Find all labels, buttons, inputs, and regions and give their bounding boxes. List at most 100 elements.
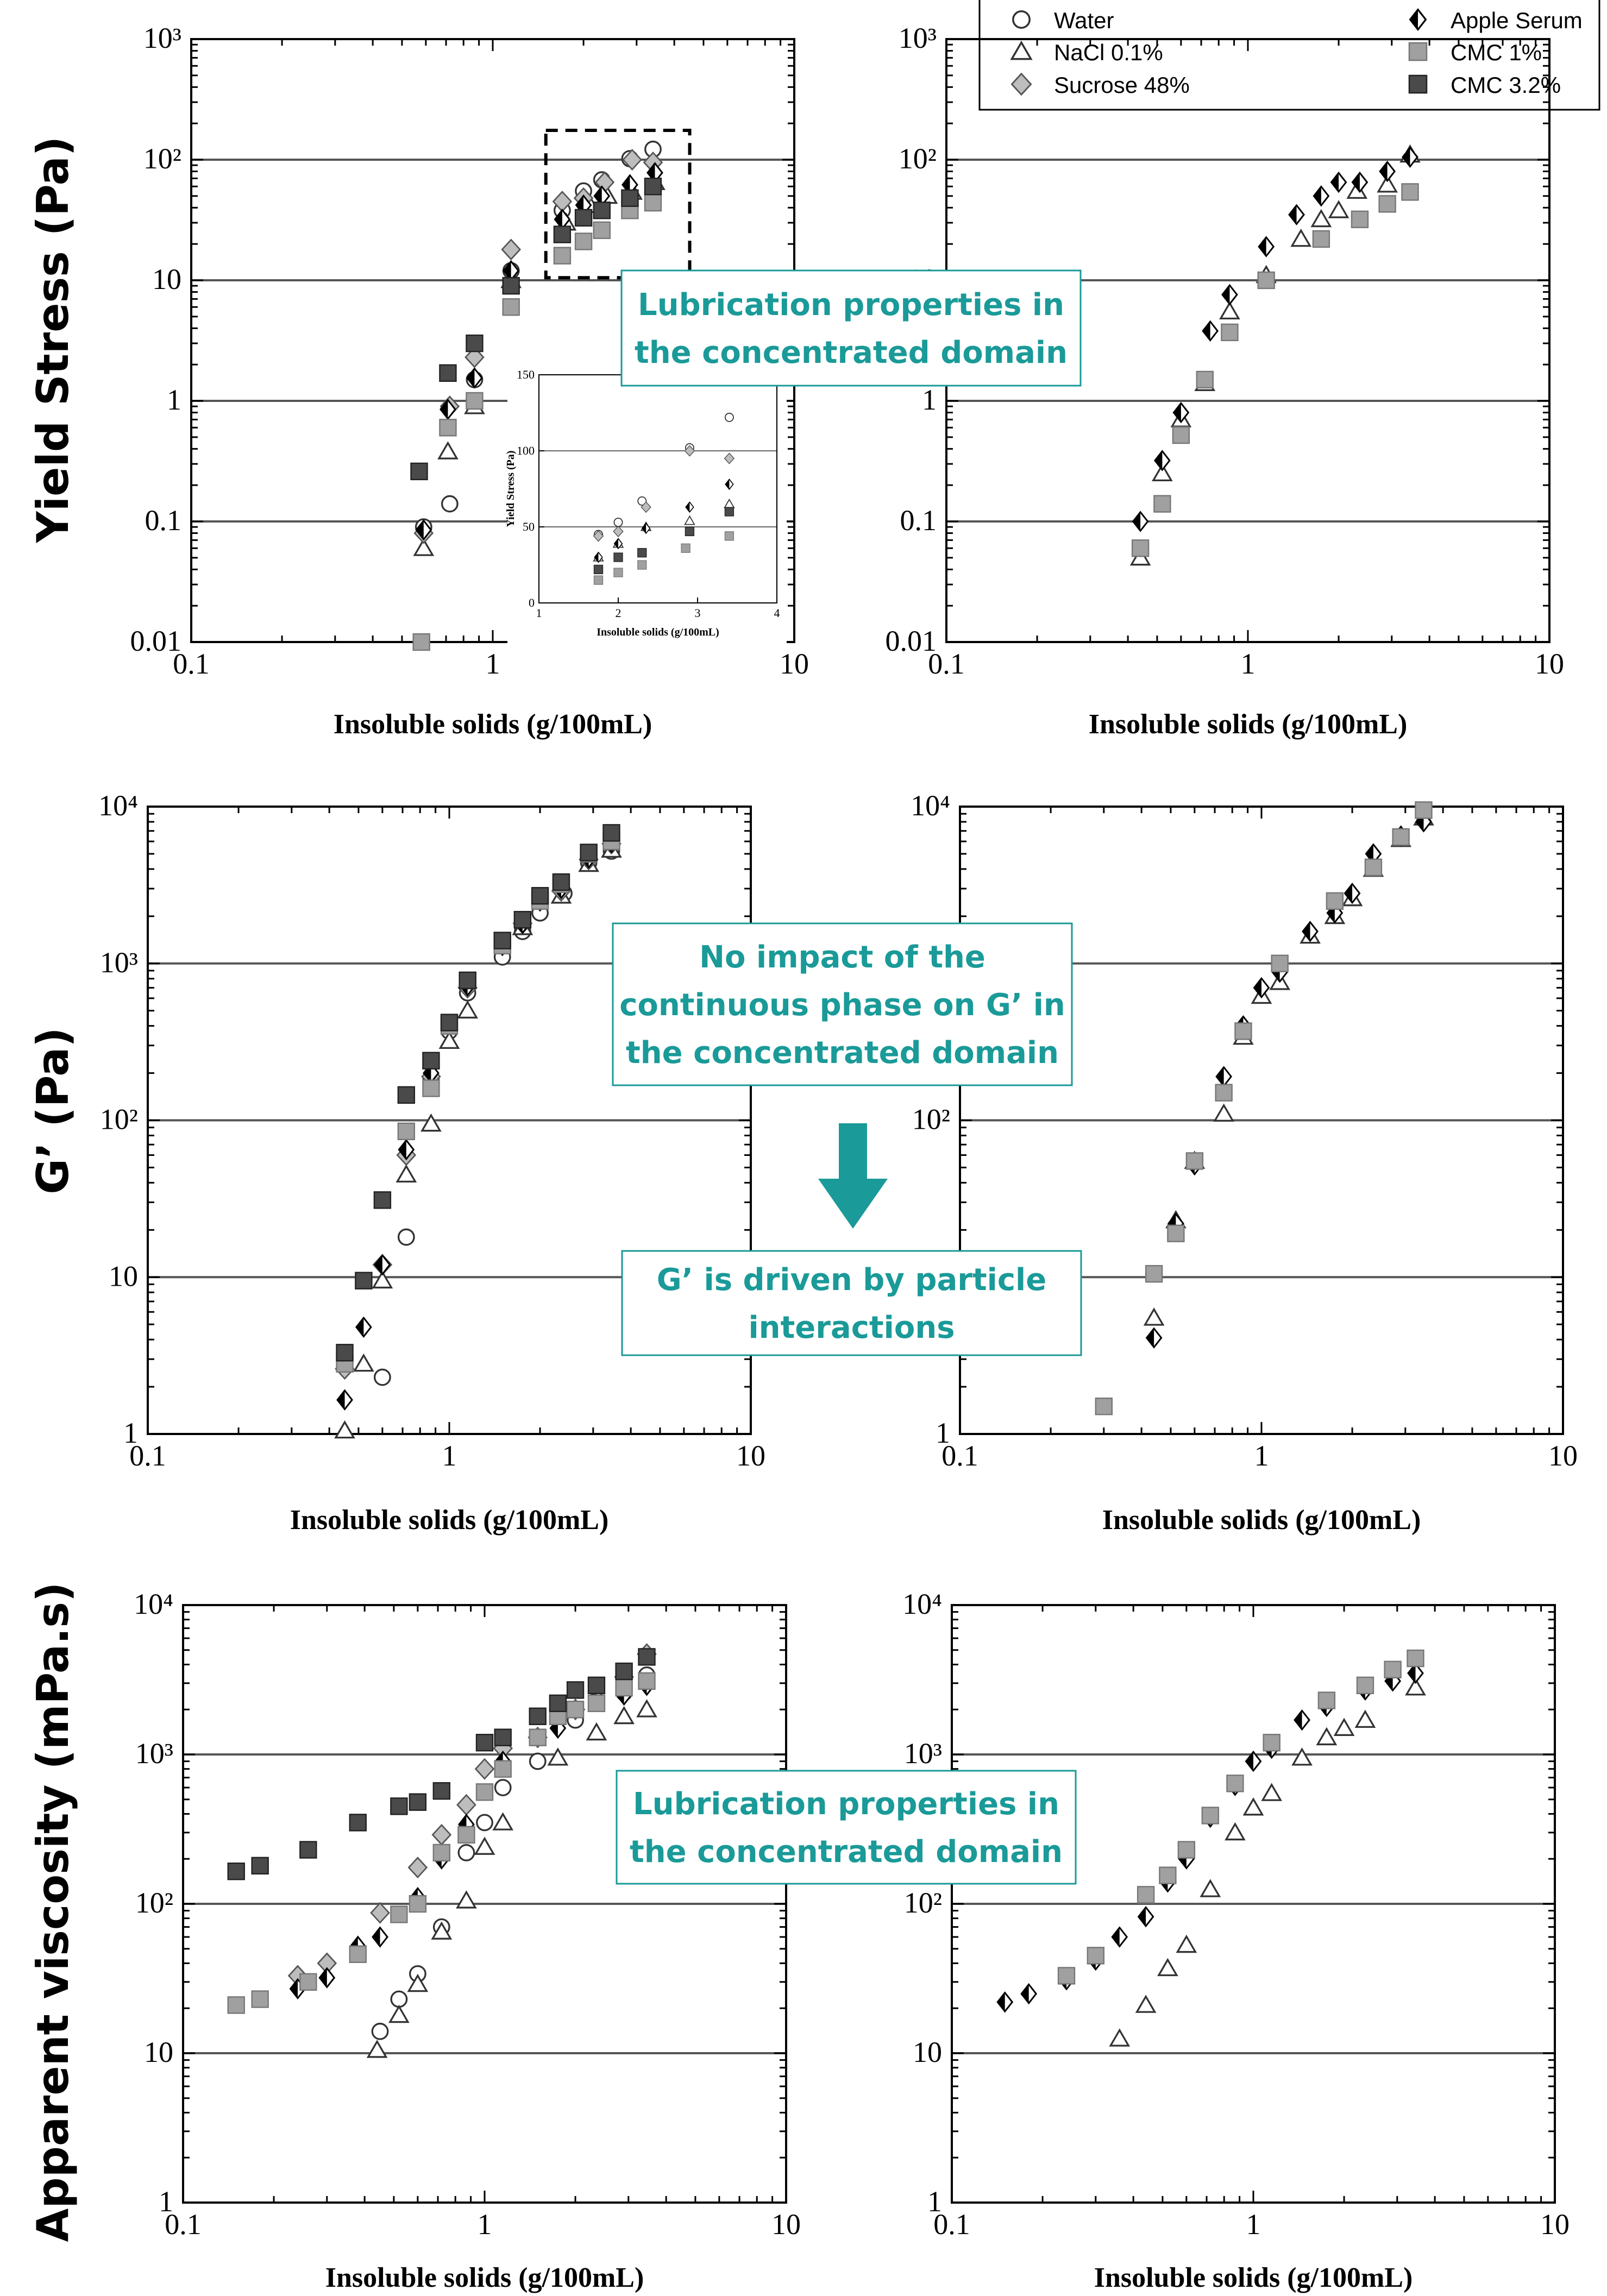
point-square-light [1317, 1691, 1336, 1709]
point-triangle [492, 1812, 514, 1830]
point-circle [397, 1228, 415, 1246]
annotation-line: continuous phase on G’ in [619, 987, 1065, 1023]
point-square-dark [475, 1734, 494, 1752]
point-circle [457, 1844, 475, 1861]
point-triangle [1291, 1747, 1313, 1766]
point-square-light [466, 392, 484, 410]
point-triangle [457, 1000, 479, 1019]
point-square-dark [602, 824, 620, 842]
legend-label-2: Sucrose 48% [1054, 72, 1190, 98]
point-triangle [1109, 2028, 1131, 2047]
point-halfdiamond [440, 398, 456, 420]
ticks [182, 1605, 786, 2204]
point-triangle [372, 1270, 393, 1289]
point-halfdiamond [503, 260, 520, 282]
point-triangle [1354, 1709, 1376, 1728]
y-tick-label: 1 [159, 2185, 173, 2218]
inset-point-halfdiamond-fill [614, 538, 618, 549]
point-halfdiamond-fill [337, 1390, 345, 1410]
point-square-light [574, 232, 593, 250]
point-square-light [1356, 1676, 1374, 1695]
point-halfdiamond-fill [1295, 1710, 1302, 1729]
legend-marker-3 [1409, 8, 1427, 31]
point-square-light [1257, 271, 1275, 290]
point-square-dark [227, 1862, 245, 1880]
point-square-light [587, 1694, 606, 1713]
point-halfdiamond-fill [1366, 844, 1373, 864]
inset-point-square-dark [724, 507, 735, 517]
point-square-dark [549, 1694, 567, 1713]
point-triangle [547, 1747, 569, 1766]
point-square-light [422, 1079, 440, 1097]
point-triangle [636, 1699, 657, 1718]
point-square-light [1384, 1660, 1402, 1678]
point-circle [476, 1814, 493, 1832]
y-tick-label: 1 [922, 383, 937, 416]
point-square-dark [409, 1793, 427, 1811]
point-square-light [227, 1996, 245, 2014]
point-square-light [409, 1895, 427, 1913]
point-square-light [1137, 1886, 1155, 1904]
point-diamond [431, 1823, 452, 1846]
point-halfdiamond [1302, 921, 1319, 942]
point-square-light [1407, 1649, 1424, 1668]
inset-data-points [593, 412, 735, 585]
annotation-3: Lubrication properties in the concentrate… [616, 1770, 1077, 1885]
point-square-light [1364, 858, 1383, 877]
point-square-dark [422, 1052, 440, 1070]
point-halfdiamond [1221, 284, 1238, 306]
point-halfdiamond [318, 1967, 336, 1989]
y-tick-label: 10 [109, 1260, 138, 1292]
y-tick-label: 0.01 [130, 625, 182, 657]
x-tick-label: 1 [442, 1439, 457, 1472]
inset-x-tick-label: 1 [536, 606, 542, 620]
point-halfdiamond [1215, 1066, 1233, 1087]
y-tick-label: 10³ [904, 1737, 942, 1770]
legend: Water NaCl 0.1% Sucrose 48% Apple Serum CMC … [978, 0, 1600, 111]
y-tick-label: 1 [167, 383, 181, 416]
point-square-light [1196, 370, 1214, 389]
point-square-light [475, 1783, 494, 1801]
point-square-dark [552, 873, 570, 891]
inset-point-square-light [724, 531, 735, 541]
point-triangle [437, 441, 459, 460]
point-diamond [407, 1857, 428, 1879]
data-points [334, 824, 622, 1439]
point-halfdiamond [1330, 171, 1347, 193]
point-halfdiamond-fill [375, 1255, 382, 1274]
point-square-light [1263, 1734, 1280, 1752]
y-tick-label: 10² [100, 1103, 138, 1136]
point-square-light [439, 419, 457, 437]
point-square-dark [299, 1841, 317, 1859]
point-square-light [1177, 1841, 1196, 1859]
point-halfdiamond [415, 519, 432, 541]
point-square-dark [587, 1676, 606, 1695]
point-triangle [1310, 209, 1332, 228]
point-halfdiamond-fill [290, 1979, 298, 1998]
point-halfdiamond-fill [1345, 884, 1353, 903]
y-tick-label: 10³ [899, 22, 937, 54]
point-halfdiamond [1153, 450, 1171, 471]
point-diamond [501, 238, 522, 261]
point-square-light [1378, 195, 1396, 213]
inset-y-tick-label: 150 [517, 368, 535, 381]
point-square-light [494, 1760, 512, 1778]
point-triangle [1157, 1958, 1178, 1977]
inset-x-tick-label: 4 [774, 606, 780, 620]
data-points [227, 1643, 657, 2058]
point-triangle [1290, 228, 1312, 247]
inset-point-diamond [684, 445, 695, 457]
y-tick-label: 1 [936, 1417, 950, 1449]
inset-point-square-dark [593, 564, 604, 575]
annotation-1: No impact of the continuous phase on G’ i… [612, 922, 1073, 1086]
point-halfdiamond-fill [1133, 512, 1141, 531]
point-halfdiamond [1145, 1327, 1163, 1349]
point-square-dark [502, 276, 520, 295]
point-square-dark [494, 1728, 512, 1746]
point-triangle [1219, 301, 1240, 320]
inset-point-diamond [593, 530, 604, 542]
point-halfdiamond [1402, 146, 1418, 168]
point-square-light [1401, 183, 1419, 201]
point-halfdiamond-fill [1380, 162, 1388, 181]
